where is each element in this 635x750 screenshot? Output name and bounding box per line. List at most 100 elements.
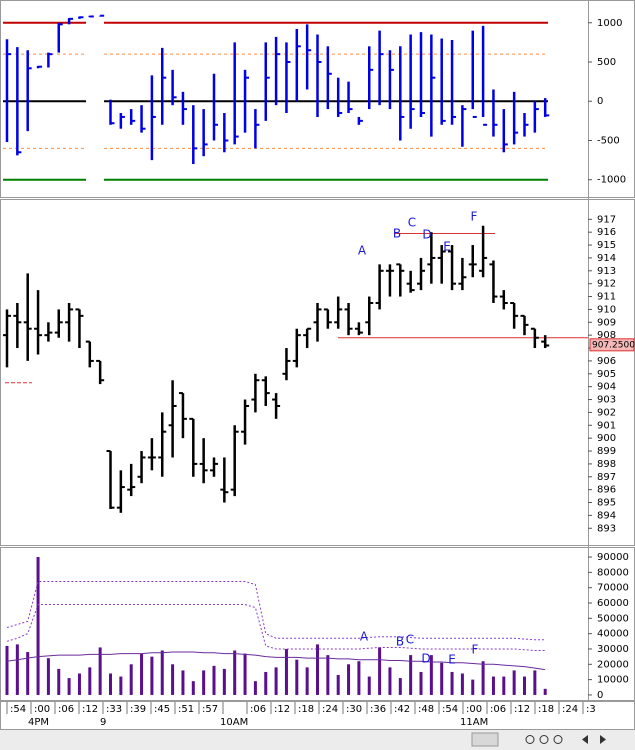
volume-bar <box>429 655 433 695</box>
scroll-right[interactable] <box>600 735 606 744</box>
y-tick-label: 80000 <box>597 567 629 578</box>
y-tick-label: 914 <box>597 253 616 264</box>
volume-bar <box>388 667 392 695</box>
volume-bar <box>212 665 216 695</box>
annotation: F <box>472 643 479 657</box>
volume-bar <box>109 673 112 695</box>
volume-bar <box>36 557 40 695</box>
annotation: B <box>393 227 401 241</box>
y-tick-label: 894 <box>597 510 616 521</box>
volume-bar <box>15 644 19 695</box>
y-tick-label: 30000 <box>597 644 629 655</box>
x-tick-label: :06 <box>58 704 74 715</box>
volume-bar <box>160 650 164 695</box>
annotation: E <box>443 240 451 254</box>
annotation: D <box>421 652 430 666</box>
volume-bar <box>119 676 123 695</box>
y-tick-label: 896 <box>597 485 616 496</box>
volume-bar <box>543 688 547 695</box>
volume-bar <box>533 670 537 695</box>
y-tick-label: 1000 <box>597 18 622 29</box>
x-tick-label: :12 <box>274 704 290 715</box>
volume-bar <box>46 658 50 695</box>
y-tick-label: 500 <box>597 57 616 68</box>
volume-bar <box>419 671 423 695</box>
y-tick-label: 912 <box>597 279 616 290</box>
annotation: C <box>408 216 416 230</box>
y-tick-label: 898 <box>597 459 616 470</box>
y-tick-label: 902 <box>597 407 616 418</box>
x-tick-label: :57 <box>202 704 218 715</box>
y-tick-label: 897 <box>597 472 616 483</box>
y-tick-label: 916 <box>597 227 616 238</box>
x-tick-label: :00 <box>466 704 482 715</box>
scroll-left[interactable] <box>582 735 588 744</box>
x-tick-label: :39 <box>130 704 146 715</box>
volume-bar <box>512 670 516 695</box>
volume-bar <box>502 676 506 695</box>
y-tick-label: 903 <box>597 395 616 406</box>
annotation: B <box>396 635 404 649</box>
y-tick-label: 904 <box>597 382 616 393</box>
band-line <box>6 604 546 652</box>
volume-bar <box>88 667 92 695</box>
x-tick-label: :42 <box>394 704 410 715</box>
zoom-button[interactable] <box>539 735 549 744</box>
last-price-label: 907.2500 <box>592 340 635 350</box>
x-tick-label: :54 <box>10 704 26 715</box>
x-tick-label: :36 <box>370 704 386 715</box>
y-tick-label: 20000 <box>597 659 629 670</box>
y-tick-label: 893 <box>597 523 616 534</box>
zoom-button[interactable] <box>553 735 563 744</box>
volume-bar <box>233 650 237 695</box>
volume-bar <box>98 647 102 695</box>
y-tick-label: 900 <box>597 433 616 444</box>
y-tick-label: -1000 <box>597 175 626 186</box>
y-tick-label: 911 <box>597 292 616 303</box>
volume-bar <box>181 670 185 695</box>
volume-bar <box>5 645 9 695</box>
volume-bar <box>129 664 133 695</box>
volume-bar <box>316 644 319 695</box>
annotation: A <box>358 244 367 258</box>
y-tick-label: 0 <box>597 690 603 701</box>
volume-bar <box>523 676 526 695</box>
y-tick-label: 0 <box>597 96 603 107</box>
volume-bar <box>491 676 495 695</box>
y-tick-label: 70000 <box>597 583 629 594</box>
volume-bar <box>67 678 71 695</box>
volume-bar <box>150 656 154 695</box>
volume-bar <box>378 647 382 695</box>
y-tick-label: 899 <box>597 446 616 457</box>
annotation: A <box>360 630 369 644</box>
average-line <box>6 651 546 671</box>
volume-bar <box>140 653 144 695</box>
scroll-thumb[interactable] <box>471 732 499 747</box>
y-tick-label: 909 <box>597 317 616 328</box>
y-tick-label: 906 <box>597 356 616 367</box>
y-tick-label: 915 <box>597 240 616 251</box>
volume-bar <box>222 668 226 695</box>
y-tick-label: 905 <box>597 369 616 380</box>
x-tick-label: :12 <box>82 704 98 715</box>
x-tick-label: :48 <box>418 704 434 715</box>
time-axis <box>0 701 635 730</box>
x-tick-label: :06 <box>490 704 506 715</box>
x-tick-label: :18 <box>298 704 314 715</box>
volume-bar <box>326 655 330 695</box>
x-tick-label: :00 <box>34 704 50 715</box>
zoom-button[interactable] <box>525 735 535 744</box>
band-line <box>6 581 546 641</box>
y-tick-label: -500 <box>597 135 620 146</box>
volume-bar <box>191 681 195 695</box>
x-sublabel: 9 <box>100 717 106 728</box>
x-sublabel: 11AM <box>460 717 488 728</box>
x-tick-label: :06 <box>250 704 266 715</box>
x-tick-label: :24 <box>562 704 578 715</box>
x-sublabel: 4PM <box>28 717 49 728</box>
x-tick-label: :30 <box>346 704 362 715</box>
x-tick-label: :45 <box>154 704 170 715</box>
volume-bar <box>77 673 81 695</box>
annotation: E <box>448 653 456 667</box>
